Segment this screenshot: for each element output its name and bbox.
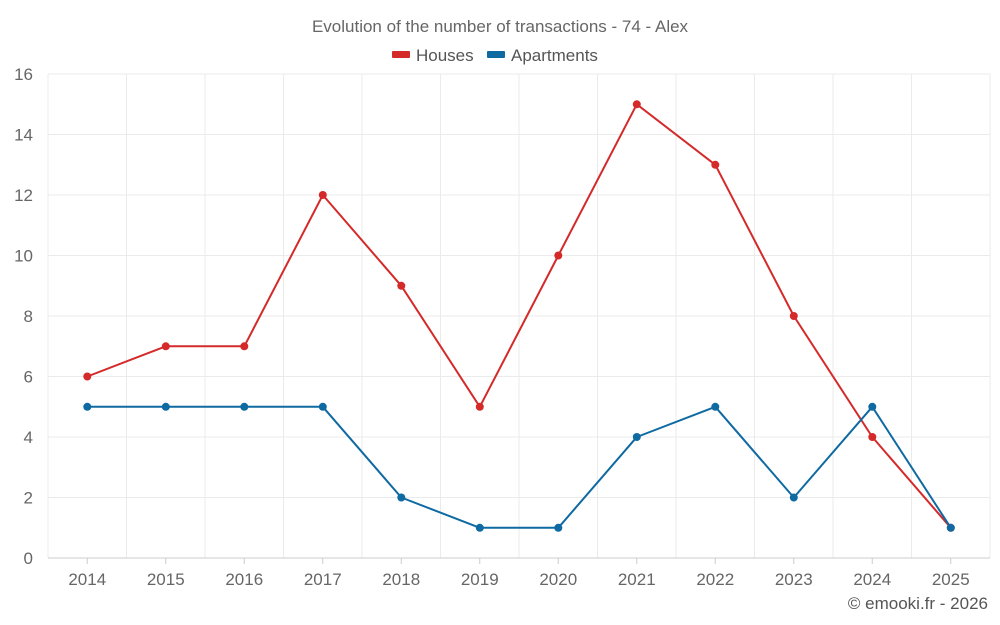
axes: 0 2 4 6 8 10 12 14 16 2014 2015 2016 2017 2018 2019 202… <box>14 65 990 589</box>
data-point-houses[interactable] <box>868 433 877 441</box>
data-point-houses[interactable] <box>711 160 720 169</box>
y-tick-label: 8 <box>24 307 33 326</box>
data-point-houses[interactable] <box>397 281 406 290</box>
data-point-houses[interactable] <box>554 251 563 260</box>
legend-label-apartments[interactable]: Apartments <box>511 46 598 65</box>
x-tick-label: 2021 <box>618 570 656 589</box>
series-line-houses <box>86 103 952 529</box>
data-point-apartments[interactable] <box>868 402 877 411</box>
legend[interactable]: Houses Apartments <box>392 46 598 65</box>
data-point-apartments[interactable] <box>161 402 170 411</box>
y-tick-label: 14 <box>14 126 33 145</box>
credit-text: © emooki.fr - 2026 <box>848 594 988 613</box>
data-point-apartments[interactable] <box>318 402 327 411</box>
x-tick-label: 2020 <box>539 570 577 589</box>
data-point-apartments[interactable] <box>83 402 92 411</box>
x-tick-label: 2022 <box>696 570 734 589</box>
series <box>86 103 952 529</box>
data-point-houses[interactable] <box>83 372 92 381</box>
legend-label-houses[interactable]: Houses <box>416 46 474 65</box>
data-point-apartments[interactable] <box>397 493 406 502</box>
y-tick-label: 2 <box>24 489 33 508</box>
data-point-apartments[interactable] <box>240 402 249 411</box>
data-points <box>83 100 955 532</box>
y-tick-label: 10 <box>14 247 33 266</box>
series-line-apartments <box>86 405 952 529</box>
legend-swatch-apartments <box>487 51 505 58</box>
x-tick-label: 2017 <box>304 570 342 589</box>
data-point-apartments[interactable] <box>789 493 798 502</box>
x-tick-label: 2018 <box>382 570 420 589</box>
x-tick-label: 2025 <box>932 570 970 589</box>
data-point-apartments[interactable] <box>632 433 641 441</box>
data-point-apartments[interactable] <box>946 523 955 532</box>
data-point-houses[interactable] <box>632 100 641 109</box>
grid <box>47 73 991 558</box>
data-point-apartments[interactable] <box>475 523 484 532</box>
x-tick-label: 2023 <box>775 570 813 589</box>
x-tick-label: 2014 <box>68 570 106 589</box>
y-tick-label: 4 <box>24 428 33 447</box>
x-tick-label: 2016 <box>225 570 263 589</box>
data-point-houses[interactable] <box>240 342 249 351</box>
data-point-houses[interactable] <box>161 342 170 351</box>
data-point-houses[interactable] <box>475 402 484 411</box>
y-tick-label: 0 <box>24 549 33 568</box>
chart-title: Evolution of the number of transactions … <box>312 17 689 36</box>
x-tick-label: 2015 <box>147 570 185 589</box>
legend-swatch-houses <box>392 51 410 58</box>
data-point-apartments[interactable] <box>711 402 720 411</box>
y-tick-label: 12 <box>14 186 33 205</box>
data-point-apartments[interactable] <box>554 523 563 532</box>
x-tick-label: 2024 <box>853 570 891 589</box>
x-tick-label: 2019 <box>461 570 499 589</box>
y-tick-label: 16 <box>14 65 33 84</box>
y-tick-label: 6 <box>24 368 33 387</box>
data-point-houses[interactable] <box>318 191 327 199</box>
data-point-houses[interactable] <box>789 312 798 320</box>
